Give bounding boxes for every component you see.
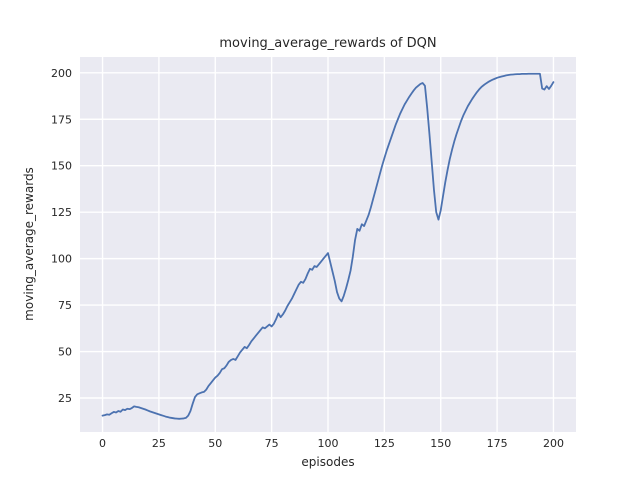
y-axis-label: moving_average_rewards: [22, 167, 36, 321]
tick-labels: 0 25 50 75 100 125 150 175 200 25 50 75 100 125 150 175…: [51, 67, 564, 450]
y-tick-label: 25: [58, 392, 72, 405]
y-tick-label: 75: [58, 299, 72, 312]
data-line-layer: [101, 72, 555, 420]
y-tick-label: 200: [51, 67, 72, 80]
y-tick-label: 50: [58, 346, 72, 359]
x-tick-label: 75: [265, 437, 279, 450]
x-tick-label: 125: [374, 437, 395, 450]
x-tick-label: 25: [152, 437, 166, 450]
y-tick-label: 125: [51, 206, 72, 219]
y-tick-label: 100: [51, 253, 72, 266]
x-tick-label: 0: [99, 437, 106, 450]
x-tick-label: 50: [208, 437, 222, 450]
grid-lines: [80, 57, 576, 432]
x-tick-label: 175: [487, 437, 508, 450]
x-tick-label: 150: [430, 437, 451, 450]
chart-title: moving_average_rewards of DQN: [219, 36, 436, 51]
x-axis-label: episodes: [301, 455, 354, 469]
y-tick-label: 150: [51, 160, 72, 173]
x-tick-label: 200: [543, 437, 564, 450]
x-tick-label: 100: [318, 437, 339, 450]
reward-line: [101, 72, 555, 420]
y-tick-label: 175: [51, 113, 72, 126]
